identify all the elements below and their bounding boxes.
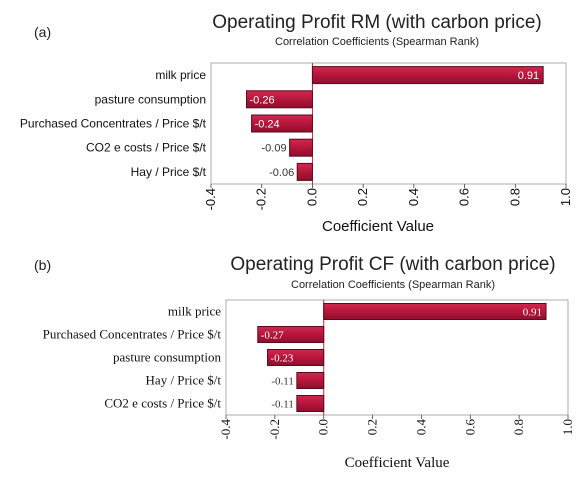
bar — [296, 372, 325, 389]
category-label: CO2 e costs / Price $/t — [104, 396, 221, 411]
category-label: CO2 e costs / Price $/t — [86, 141, 207, 155]
bar — [296, 162, 313, 181]
data-label: 0.91 — [518, 70, 539, 82]
x-tick-label: 0.2 — [355, 188, 370, 206]
category-label: milk price — [168, 304, 221, 319]
data-label: -0.06 — [269, 167, 294, 179]
chart-panel-a: (a) Operating Profit RM (with carbon pri… — [20, 12, 573, 235]
bar — [246, 90, 313, 109]
panel-label-b: (b) — [34, 257, 51, 273]
x-tick-label: 1.0 — [558, 188, 573, 206]
chart-panel-b: (b) Operating Profit CF (with carbon pri… — [34, 254, 575, 471]
category-label: Hay / Price $/t — [146, 373, 222, 388]
category-label: Purchased Concentrates / Price $/t — [43, 327, 222, 342]
bar — [251, 114, 313, 133]
chart-title-a: Operating Profit RM (with carbon price) — [212, 12, 541, 33]
plot-frame — [210, 62, 567, 185]
plot-frame — [225, 299, 569, 416]
x-tick-label: 1.0 — [560, 419, 575, 435]
category-label: Hay / Price $/t — [131, 165, 207, 179]
x-tick-label: 0.2 — [365, 419, 380, 435]
data-label: -0.11 — [271, 376, 294, 388]
plot-area-b: -0.4 -0.2 0.0 0.2 0.4 0.6 0.8 1.0 milk price 0.91… — [43, 299, 575, 440]
x-tick-label: -0.4 — [203, 188, 218, 210]
x-tick-label: 0.4 — [413, 419, 428, 436]
category-label: pasture consumption — [113, 350, 221, 365]
x-tick-label: -0.2 — [254, 188, 269, 210]
category-label: milk price — [155, 68, 206, 82]
bar — [296, 395, 325, 412]
x-tick-label: 0.0 — [316, 419, 331, 435]
bar — [289, 138, 313, 157]
chart-subtitle-b: Correlation Coefficients (Spearman Rank) — [291, 279, 495, 291]
data-label: -0.27 — [261, 330, 284, 342]
x-tick-label: 0.0 — [304, 188, 319, 206]
x-tick-label: 0.6 — [457, 188, 472, 206]
plot-area-a: -0.4 -0.2 0.0 0.2 0.4 0.6 0.8 1.0 milk price 0.91… — [20, 62, 573, 210]
data-label: 0.91 — [523, 307, 542, 319]
bar — [323, 303, 547, 320]
bar — [257, 326, 325, 343]
data-label: -0.23 — [271, 353, 294, 365]
x-tick-label: 0.8 — [511, 419, 526, 435]
x-axis-label-b: Coefficient Value — [345, 455, 450, 471]
x-tick-label: 0.6 — [462, 419, 477, 436]
data-label: -0.24 — [255, 119, 280, 131]
chart-title-b: Operating Profit CF (with carbon price) — [230, 254, 555, 275]
category-label: Purchased Concentrates / Price $/t — [20, 117, 207, 131]
category-label: pasture consumption — [95, 92, 206, 106]
data-label: -0.11 — [271, 399, 294, 411]
x-tick-label: 0.8 — [507, 188, 522, 206]
chart-subtitle-a: Correlation Coefficients (Spearman Rank) — [275, 36, 479, 48]
x-axis-label-a: Coefficient Value — [322, 218, 434, 235]
panel-label-a: (a) — [34, 24, 51, 40]
bar — [267, 349, 325, 366]
x-tick-label: -0.2 — [267, 419, 282, 440]
data-label: -0.09 — [262, 143, 287, 155]
bar — [311, 66, 544, 85]
x-tick-label: 0.4 — [406, 188, 421, 206]
x-tick-label: -0.4 — [218, 419, 233, 440]
data-label: -0.26 — [250, 94, 275, 106]
